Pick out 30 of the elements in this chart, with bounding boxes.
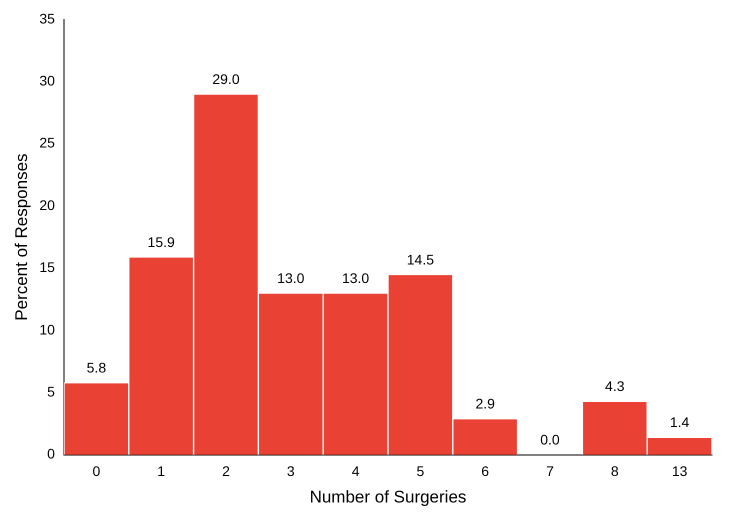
data-label: 1.4 xyxy=(670,414,690,430)
y-tick-label: 25 xyxy=(39,134,56,151)
x-tick-label: 2 xyxy=(222,463,230,480)
data-label: 29.0 xyxy=(212,70,240,87)
data-label: 2.9 xyxy=(475,396,496,412)
x-tick-label: 6 xyxy=(481,463,490,480)
y-axis-title: Percent of Responses xyxy=(12,153,31,321)
x-tick-label: 8 xyxy=(610,463,619,480)
x-tick-label: 1 xyxy=(157,463,166,480)
x-tick-label: 0 xyxy=(92,463,100,480)
x-tick-label: 4 xyxy=(352,463,360,480)
data-label: 13.0 xyxy=(342,270,370,286)
y-tick-label: 5 xyxy=(47,383,56,400)
y-tick-label: 20 xyxy=(39,196,56,213)
y-tick-label: 15 xyxy=(39,259,56,276)
data-label: 13.0 xyxy=(277,270,305,286)
x-tick-label: 7 xyxy=(546,463,554,480)
y-tick-label: 10 xyxy=(39,321,56,338)
y-tick-label: 0 xyxy=(47,446,56,462)
x-axis-title: Number of Surgeries xyxy=(310,487,466,506)
y-tick-label: 30 xyxy=(39,72,56,88)
y-tick-label: 35 xyxy=(39,10,56,26)
x-tick-label: 3 xyxy=(286,463,295,480)
data-label: 14.5 xyxy=(406,251,434,268)
data-label: 4.3 xyxy=(605,378,625,394)
data-label: 5.8 xyxy=(86,360,106,376)
x-tick-label: 5 xyxy=(416,463,424,480)
data-label: 0.0 xyxy=(540,432,560,448)
x-tick-label: 13 xyxy=(672,463,688,480)
data-label: 15.9 xyxy=(148,234,176,250)
